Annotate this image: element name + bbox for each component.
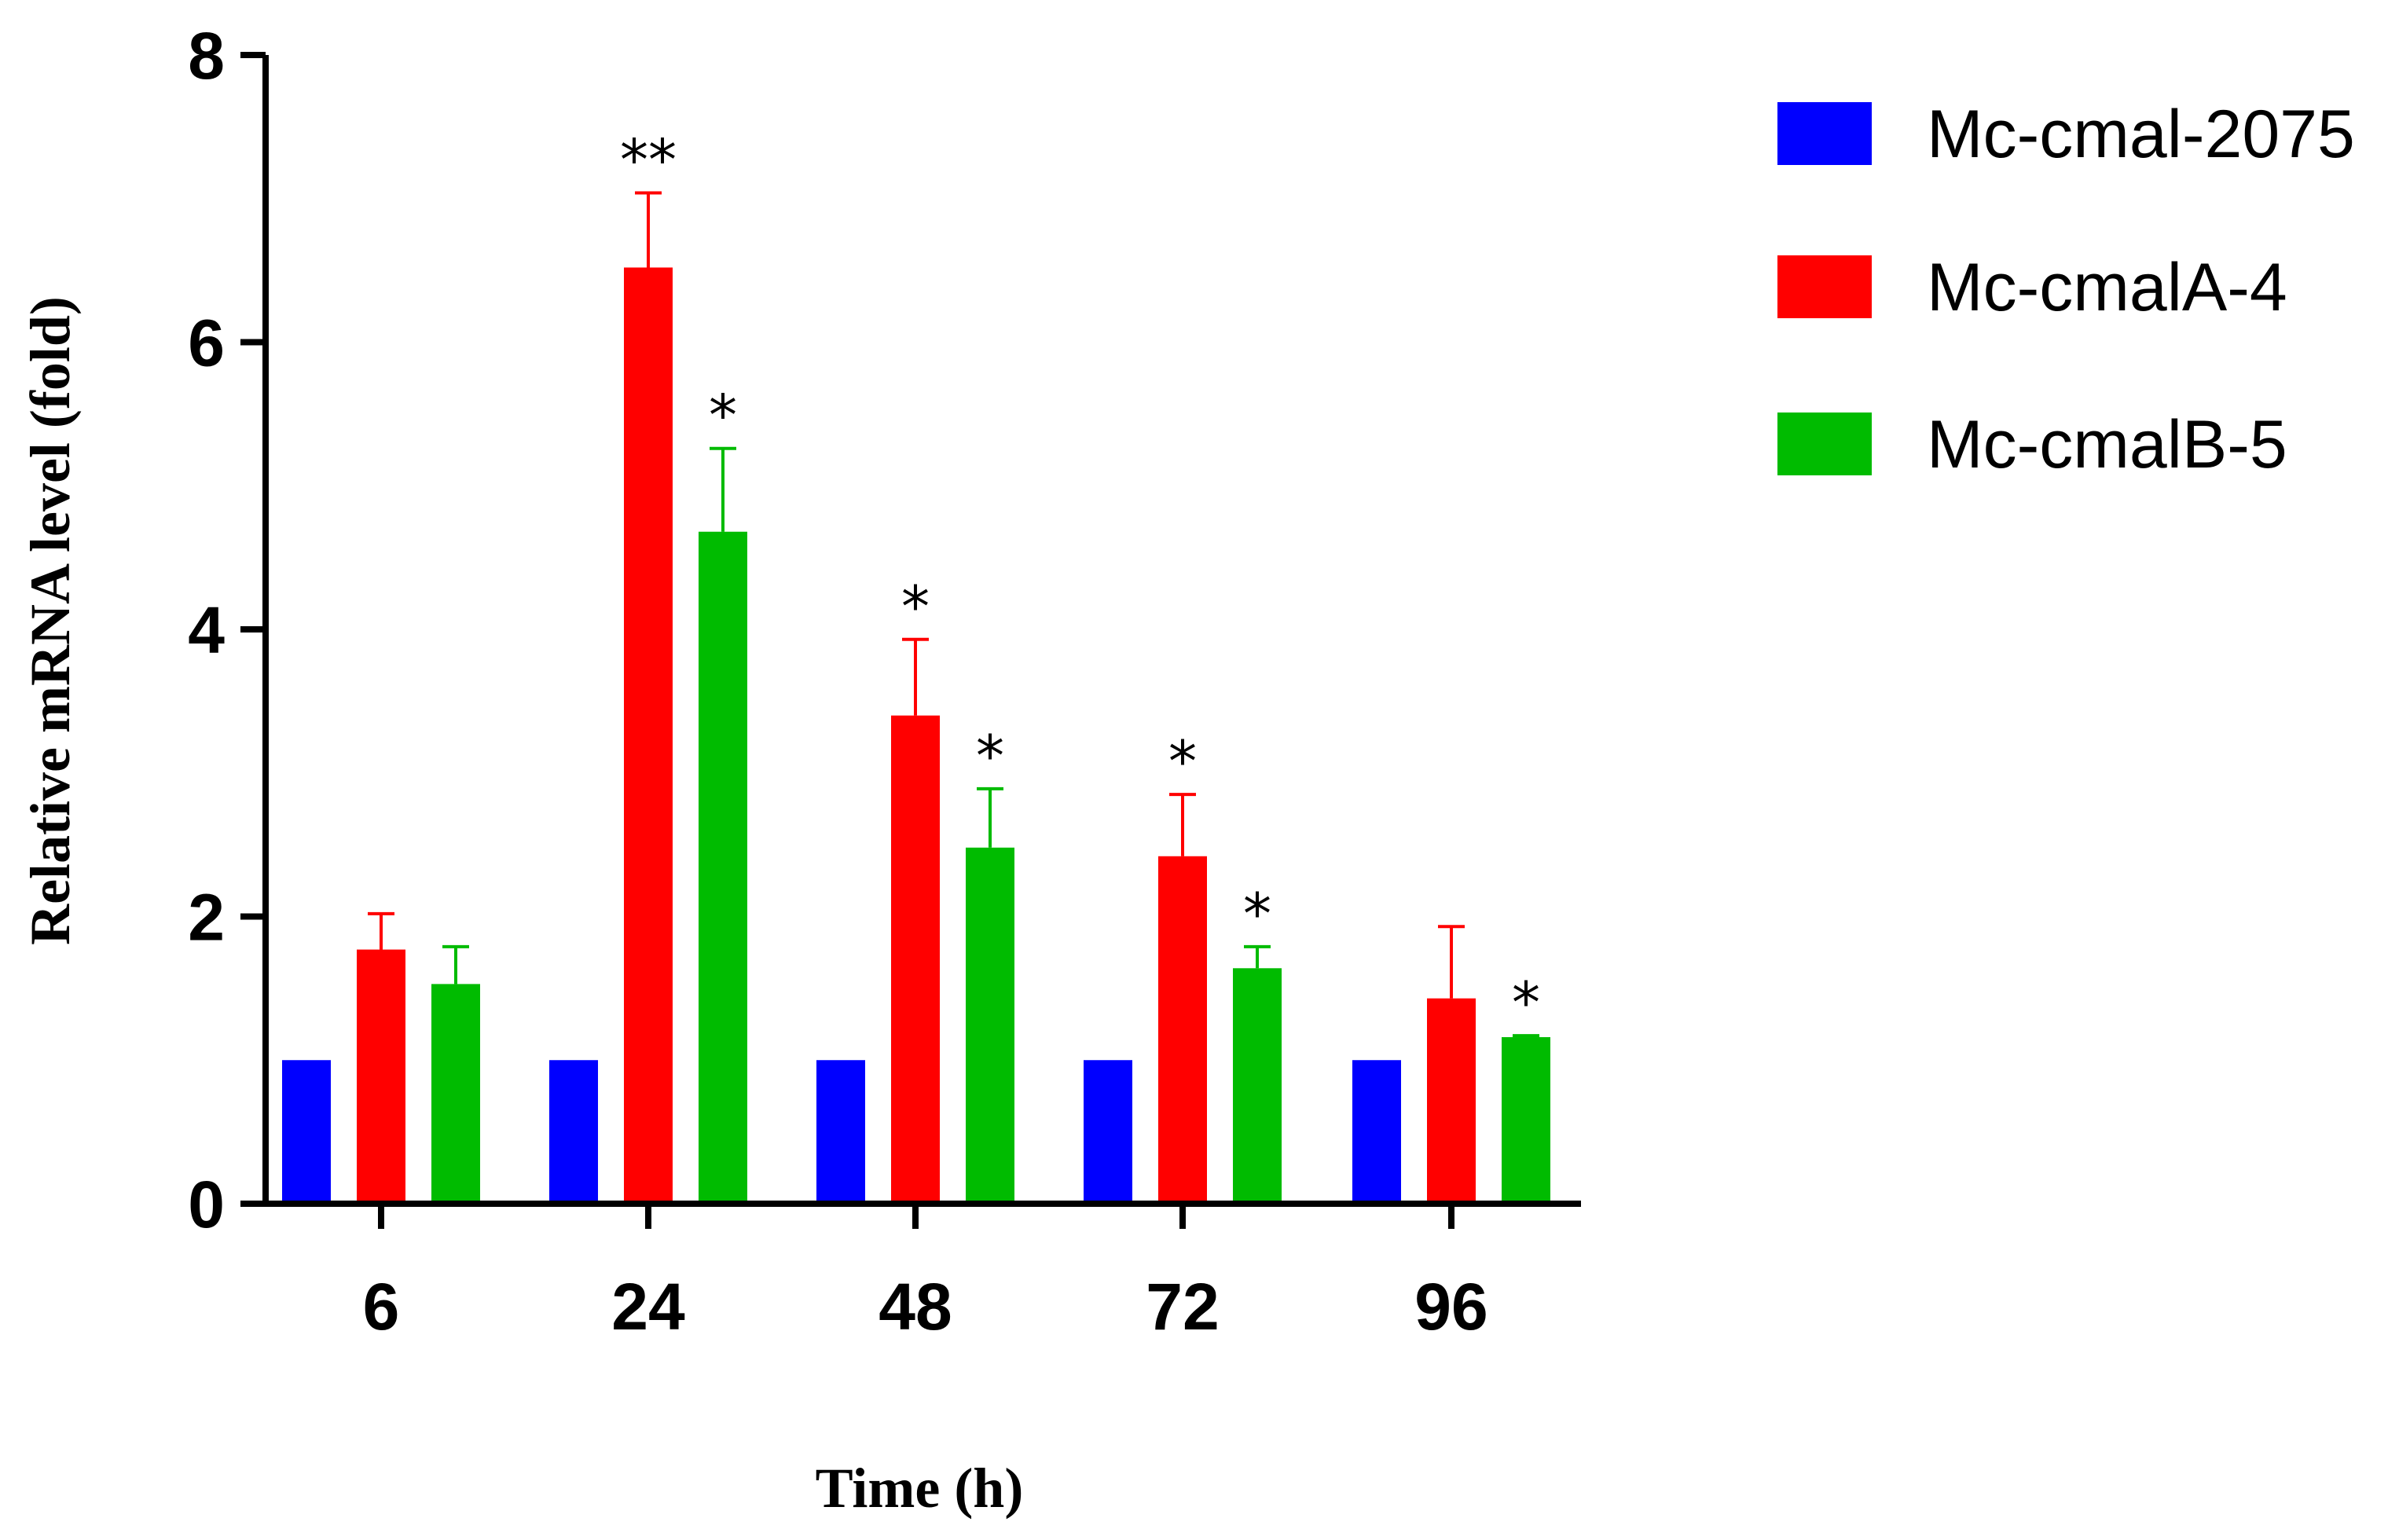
legend-swatch-mc-cmal-2075 (1777, 102, 1872, 165)
bar-mc-cmalb-5-72 (1233, 968, 1282, 1204)
bar-mc-cmalb-5-6 (431, 984, 480, 1204)
y-tick-label-6: 6 (188, 306, 225, 380)
x-axis-title: Time (h) (816, 1457, 1024, 1520)
legend-label-mc-cmalb-5: Mc-cmalB-5 (1927, 407, 2287, 482)
bar-mc-cmal-2075-72 (1084, 1060, 1132, 1204)
significance-mark-mc-cmala-4-72: * (1168, 728, 1197, 794)
legend-label-mc-cmal-2075: Mc-cmal-2075 (1927, 97, 2355, 172)
bar-mc-cmal-2075-6 (282, 1060, 331, 1204)
significance-mark-mc-cmalb-5-96: * (1512, 970, 1540, 1036)
x-tick-label-6: 6 (363, 1270, 400, 1344)
significance-mark-mc-cmalb-5-72: * (1243, 881, 1271, 947)
x-tick-label-24: 24 (611, 1270, 685, 1344)
y-tick-label-4: 4 (188, 593, 225, 667)
bar-mc-cmala-4-48 (891, 715, 940, 1204)
legend-label-mc-cmala-4: Mc-cmalA-4 (1927, 250, 2287, 325)
bar-mc-cmala-4-24 (624, 267, 673, 1204)
bar-mc-cmal-2075-48 (816, 1060, 865, 1204)
legend-swatch-mc-cmala-4 (1777, 255, 1872, 318)
bar-mc-cmala-4-96 (1427, 998, 1476, 1204)
significance-mark-mc-cmalb-5-24: * (709, 383, 737, 449)
bar-mc-cmal-2075-96 (1352, 1060, 1401, 1204)
bar-mc-cmal-2075-24 (549, 1060, 598, 1204)
y-tick-label-0: 0 (188, 1168, 225, 1241)
bar-mc-cmalb-5-24 (699, 531, 747, 1204)
y-axis-title: Relative mRNA level (fold) (19, 296, 82, 945)
legend: Mc-cmal-2075 Mc-cmalA-4 Mc-cmalB-5 (1777, 97, 2355, 482)
significance-mark-mc-cmala-4-24: ** (620, 126, 677, 192)
x-tick-label-48: 48 (879, 1270, 952, 1344)
y-tick-label-2: 2 (188, 881, 225, 955)
bar-mc-cmalb-5-48 (966, 847, 1014, 1204)
bar-mc-cmala-4-6 (357, 949, 405, 1204)
significance-mark-mc-cmala-4-48: * (901, 574, 930, 640)
legend-swatch-mc-cmalb-5 (1777, 412, 1872, 475)
bar-mc-cmalb-5-96 (1502, 1037, 1550, 1204)
x-tick-label-72: 72 (1146, 1270, 1219, 1344)
y-tick-label-8: 8 (188, 19, 225, 93)
bar-mc-cmala-4-72 (1158, 856, 1207, 1204)
x-tick-label-96: 96 (1414, 1270, 1487, 1344)
significance-mark-mc-cmalb-5-48: * (976, 723, 1004, 789)
